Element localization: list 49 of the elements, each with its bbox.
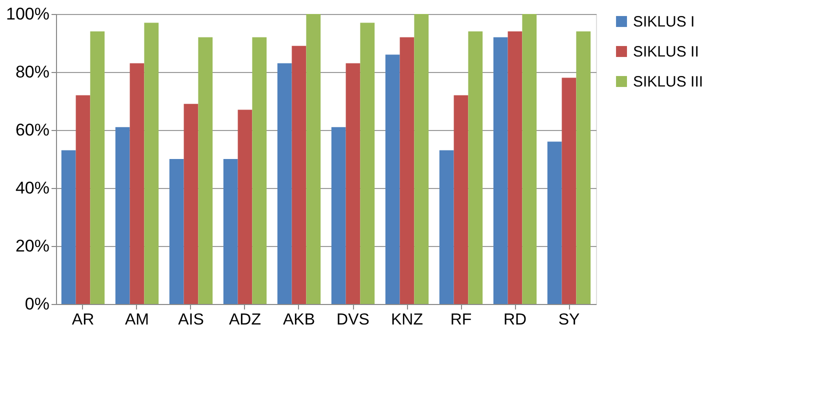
bar [522, 14, 537, 304]
x-tick-label: KNZ [391, 312, 424, 328]
bar [61, 150, 76, 304]
bar [292, 46, 306, 304]
y-tick-label: 0% [24, 294, 50, 314]
x-tick-label: DVS [336, 312, 370, 328]
y-tick-label: 80% [15, 62, 50, 82]
bar [130, 63, 144, 304]
x-tick-label: SY [558, 312, 580, 328]
bar [223, 159, 238, 304]
bar [414, 14, 429, 304]
bar [238, 110, 252, 304]
bar [547, 142, 562, 304]
x-tick-label: RF [450, 312, 472, 328]
bar [493, 37, 508, 304]
legend-label: SIKLUS I [633, 14, 695, 30]
x-tick-label: AIS [178, 312, 204, 328]
bar [76, 95, 90, 304]
legend-label: SIKLUS II [633, 44, 699, 60]
bar [331, 127, 346, 304]
legend-label: SIKLUS III [633, 74, 704, 90]
bar [468, 31, 483, 304]
bar [90, 31, 105, 304]
y-tick-label: 100% [6, 4, 50, 24]
x-tick-label: RD [503, 312, 527, 328]
y-tick-label: 40% [15, 178, 50, 198]
bar [198, 37, 213, 304]
x-tick-label: AR [72, 312, 94, 328]
bar [346, 63, 360, 304]
x-tick-label: AKB [282, 312, 316, 328]
y-tick-label: 20% [15, 236, 50, 256]
y-tick-label: 60% [15, 120, 50, 140]
bar [252, 37, 267, 304]
bar [439, 150, 454, 304]
bar [144, 22, 159, 304]
bar [306, 14, 321, 304]
bar [184, 104, 198, 304]
bar [400, 37, 414, 304]
bar [508, 31, 522, 304]
bar [360, 22, 375, 304]
x-tick-label: AM [125, 312, 149, 328]
bar [562, 78, 576, 304]
bar [385, 54, 400, 304]
bar [277, 63, 292, 304]
bar [576, 31, 591, 304]
x-tick-label: ADZ [229, 312, 262, 328]
bar [454, 95, 468, 304]
bar [169, 159, 184, 304]
bar [115, 127, 130, 304]
